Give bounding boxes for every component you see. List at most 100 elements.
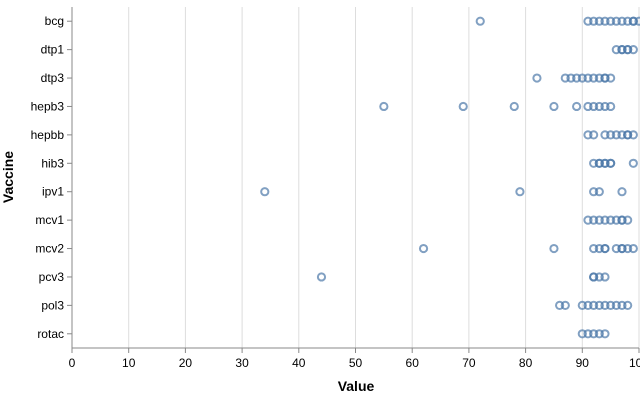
- x-tick-label: 0: [69, 356, 76, 370]
- data-points: [260, 16, 640, 339]
- data-point: [555, 300, 565, 310]
- data-point: [611, 243, 621, 254]
- data-point: [617, 243, 627, 254]
- data-point: [589, 272, 599, 282]
- data-point: [583, 101, 593, 112]
- data-point: [628, 243, 638, 254]
- data-point: [589, 187, 599, 197]
- data-point: [623, 16, 633, 26]
- data-point: [606, 130, 616, 140]
- x-tick-label: 70: [462, 356, 476, 370]
- y-tick-label: dtp1: [41, 43, 65, 57]
- data-point: [594, 300, 604, 310]
- data-point: [611, 16, 621, 26]
- data-point: [600, 215, 610, 225]
- data-point: [623, 243, 633, 254]
- y-tick-label: rotac: [37, 327, 64, 341]
- data-point: [594, 158, 604, 168]
- data-point: [606, 101, 616, 112]
- data-point: [583, 329, 593, 339]
- data-point: [549, 101, 559, 112]
- data-point: [379, 101, 389, 112]
- data-point: [611, 215, 621, 225]
- data-point: [600, 329, 610, 339]
- data-point: [611, 130, 621, 140]
- data-point: [475, 16, 485, 26]
- data-point: [532, 73, 542, 83]
- data-point: [617, 187, 627, 197]
- data-point: [600, 158, 610, 168]
- data-point: [617, 130, 627, 140]
- data-point: [611, 300, 621, 310]
- x-tick-label: 100: [629, 356, 640, 370]
- x-tick-label: 60: [406, 356, 420, 370]
- data-point: [589, 215, 599, 225]
- data-point: [509, 101, 519, 112]
- y-tick-label: pcv3: [39, 270, 65, 284]
- data-point: [560, 300, 570, 310]
- data-point: [594, 187, 604, 197]
- data-point: [572, 101, 582, 112]
- data-point: [589, 130, 599, 140]
- data-point: [600, 130, 610, 140]
- data-point: [577, 73, 587, 83]
- x-tick-label: 50: [349, 356, 363, 370]
- data-point: [589, 158, 599, 168]
- data-point: [623, 215, 633, 225]
- x-tick-label: 20: [179, 356, 193, 370]
- data-point: [600, 101, 610, 112]
- data-point: [515, 187, 525, 197]
- data-point: [594, 73, 604, 83]
- x-tick-label: 90: [576, 356, 590, 370]
- x-tick-label: 30: [235, 356, 249, 370]
- data-point: [606, 158, 616, 168]
- data-point: [589, 243, 599, 254]
- y-tick-label: ipv1: [42, 185, 64, 199]
- y-tick-label: pol3: [41, 298, 64, 312]
- data-point: [606, 16, 616, 26]
- data-point: [589, 73, 599, 83]
- data-point: [594, 16, 604, 26]
- data-point: [594, 101, 604, 112]
- data-point: [628, 45, 638, 55]
- data-point: [600, 243, 610, 254]
- data-point: [583, 215, 593, 225]
- y-axis-title: Vaccine: [0, 151, 16, 203]
- data-point: [628, 158, 638, 168]
- data-point: [606, 300, 616, 310]
- data-point: [577, 329, 587, 339]
- data-point: [600, 272, 610, 282]
- data-point: [617, 215, 627, 225]
- data-point: [594, 243, 604, 254]
- data-point: [589, 101, 599, 112]
- data-point: [572, 73, 582, 83]
- y-tick-label: dtp3: [41, 71, 65, 85]
- data-point: [458, 101, 468, 112]
- data-point: [589, 16, 599, 26]
- data-point: [623, 45, 633, 55]
- data-point: [594, 329, 604, 339]
- y-tick-label: bcg: [45, 14, 64, 28]
- y-tick-label: mcv2: [35, 242, 64, 256]
- data-point: [606, 215, 616, 225]
- data-point: [549, 243, 559, 254]
- data-point: [589, 300, 599, 310]
- data-point: [577, 300, 587, 310]
- data-point: [611, 45, 621, 55]
- data-point: [606, 73, 616, 83]
- gridlines: [71, 7, 640, 348]
- data-point: [628, 16, 638, 26]
- data-point: [594, 215, 604, 225]
- x-axis-title: Value: [338, 378, 375, 394]
- data-point: [566, 73, 576, 83]
- data-point: [600, 300, 610, 310]
- data-point: [600, 73, 610, 83]
- data-point: [260, 187, 270, 197]
- axes: 0 10 20 30 40 50 60 70 80 90 100 bcg dtp1 dtp3 hepb3 he…: [31, 7, 640, 370]
- data-point: [623, 300, 633, 310]
- data-point: [583, 73, 593, 83]
- y-tick-label: hepbb: [31, 128, 65, 142]
- data-point: [617, 16, 627, 26]
- data-point: [594, 272, 604, 282]
- y-tick-label: hepb3: [31, 99, 65, 113]
